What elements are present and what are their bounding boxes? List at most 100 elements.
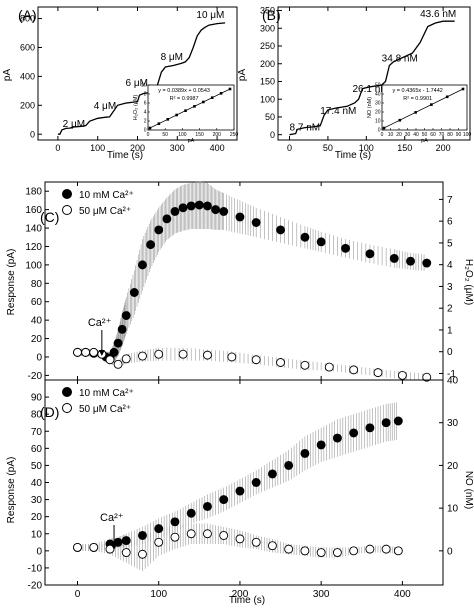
panel-c-ytick-label: 140 <box>25 224 42 235</box>
panel-c-point-filled <box>117 324 127 334</box>
panel-c-point-open <box>105 355 115 365</box>
panel-d-point-open <box>267 541 277 551</box>
panel-d-point-open <box>154 537 164 547</box>
panel-d-point-open <box>316 548 326 557</box>
panel-d-ytick-label: -10 <box>28 563 43 574</box>
panel-a-ytick-label: 600 <box>20 43 35 53</box>
panel-c-ytick-label: 100 <box>25 260 42 271</box>
panel-d-point-open <box>349 546 359 556</box>
panel-d-point-open <box>251 537 261 547</box>
panel-b-inset-ytick-label: 30 <box>375 101 381 107</box>
panel-a-inset-ytick-label: 4 <box>144 110 147 116</box>
panel-d-xtick-label: 200 <box>232 589 249 600</box>
panel-b-inset-xtick-label: 60 <box>430 132 436 138</box>
panel-b-inset-xtick-label: 10 <box>388 132 394 138</box>
panel-d-y2tick-label: 20 <box>447 461 459 472</box>
panel-c-y2tick-label: 1 <box>447 325 453 336</box>
panel-d-point-filled <box>138 531 147 540</box>
panel-b-inset-xtick-label: 80 <box>447 132 453 138</box>
panel-c-point-filled <box>154 225 164 235</box>
panel-c-ytick-label: 160 <box>25 205 42 216</box>
panel-c-point-filled <box>194 200 204 210</box>
panel-d-point-open <box>170 532 180 542</box>
panel-d-point-filled <box>349 428 359 438</box>
panel-c-point-filled <box>406 256 415 266</box>
panel-d-xtick-label: 400 <box>394 589 411 600</box>
panel-d-point-open <box>235 534 245 544</box>
panel-a-ylabel: pA <box>2 69 13 82</box>
panel-c-y2tick-label: 3 <box>447 282 453 293</box>
panel-a-inset-xtick-label: 0 <box>147 132 150 138</box>
panel-a-inset-ytick-label: 0 <box>144 128 147 134</box>
panel-d-point-open <box>381 544 391 554</box>
panel-d-ylabel: Response (pA) <box>6 457 17 524</box>
panel-c-point-filled <box>186 201 196 211</box>
panel-c-point-filled <box>178 203 188 213</box>
panel-d-ytick-label: 20 <box>31 512 43 523</box>
panel-d-legend-label-2: 50 μM Ca²⁺ <box>79 404 131 415</box>
panel-d-point-filled <box>186 508 196 518</box>
panel-d-point-filled <box>316 440 326 450</box>
panel-c-point-open <box>276 358 286 367</box>
panel-a-inset-equation: y = 0.0389x + 0.0543 <box>158 88 210 94</box>
panel-d-point-filled <box>284 460 294 470</box>
panel-b-inset-point <box>430 103 433 106</box>
panel-c-y2tick-label: 4 <box>447 260 453 271</box>
panel-a-step-label: 2 μM <box>63 119 85 130</box>
panel-d-point-filled <box>121 536 131 546</box>
panel-b-step-label: 34.8 nM <box>382 53 418 64</box>
panel-a-label: (A) <box>18 7 37 23</box>
panel-c-point-open <box>349 365 359 375</box>
panel-c-y2tick-label: 0 <box>447 347 453 358</box>
panel-d-point-filled <box>154 524 164 534</box>
panel-c-ytick-label: -20 <box>28 371 43 382</box>
panel-d-point-open <box>121 548 131 557</box>
panel-b-ytick-label: 50 <box>265 112 275 122</box>
panel-c-y2tick-label: 7 <box>447 195 453 206</box>
panel-c-point-filled <box>109 347 119 357</box>
panel-d-y2tick-label: 40 <box>447 376 459 387</box>
panel-a-inset-ylabel: H₂O₂ (μM) <box>133 95 139 121</box>
panel-c-point-filled <box>129 288 139 297</box>
panel-d-arrow-label: Ca²⁺ <box>100 512 124 524</box>
panel-d-y2tick-label: 10 <box>447 504 459 515</box>
panel-d-point-filled <box>381 418 391 428</box>
panel-d-point-open <box>284 544 294 554</box>
panel-b-inset-ytick-label: 50 <box>375 83 381 89</box>
panel-d-point-open <box>219 531 229 540</box>
panel-b-inset-fit-line <box>383 88 464 129</box>
panel-b-ytick-label: 200 <box>260 59 275 69</box>
panel-c-point-filled <box>162 214 172 224</box>
panel-c-point-filled <box>235 212 245 222</box>
panel-c-y2tick-label: 5 <box>447 238 453 249</box>
panel-d-point-filled <box>235 486 245 496</box>
panel-c-point-open <box>121 354 131 364</box>
panel-d-point-open <box>89 542 99 552</box>
panel-c-point-open <box>422 372 432 382</box>
panel-a-inset-ytick-label: 10 <box>141 83 147 89</box>
panel-a-inset-point <box>210 96 214 99</box>
panel-c-point-filled <box>341 243 350 253</box>
panel-d-point-open <box>186 529 196 539</box>
panel-d-y2tick-label: 30 <box>447 418 459 429</box>
panel-d-point-filled <box>202 501 212 511</box>
panel-c-point-filled <box>316 237 326 247</box>
panel-a-inset-point <box>193 105 196 108</box>
panel-b-inset-point <box>398 118 402 122</box>
panel-c-point-filled <box>121 311 131 320</box>
panel-c-point-open <box>300 360 310 370</box>
panel-a-inset-r2: R² = 0.9987 <box>170 96 199 102</box>
panel-b-inset-xtick-label: 20 <box>396 132 402 138</box>
panel-d-legend-marker-filled <box>62 387 72 397</box>
panel-d-ytick-label: -20 <box>28 581 43 592</box>
panel-a-step-label: 10 μM <box>196 10 224 21</box>
panel-b-xtick-label: 200 <box>436 143 451 153</box>
panel-d-point-filled <box>365 423 375 433</box>
panel-c-ytick-label: 120 <box>25 242 42 253</box>
panel-c-point-open <box>138 351 147 361</box>
panel-d-ytick-label: 70 <box>31 427 43 438</box>
panel-d-ytick-label: 60 <box>31 444 43 455</box>
panel-c-point-filled <box>300 232 310 242</box>
panel-b-inset-ytick-label: 40 <box>375 92 381 98</box>
